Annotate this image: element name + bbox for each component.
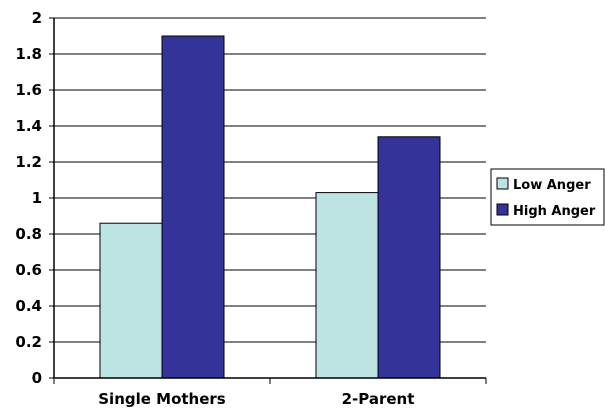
y-axis-ticks: 0 0.2 0.4 0.6 0.8 1 1.2 1.4 1.6 1.8 2 (15, 9, 54, 387)
y-tick-label: 0.8 (15, 225, 42, 243)
y-tick-label: 0.6 (15, 261, 42, 279)
bar-low-anger-1 (99, 222, 163, 379)
y-tick-label: 1.8 (15, 45, 42, 63)
y-tick-label: 0 (32, 369, 42, 387)
x-category-label: 2-Parent (342, 390, 415, 408)
legend-box (490, 168, 605, 226)
legend: Low Anger High Anger (490, 168, 605, 226)
y-tick-label: 1 (32, 189, 42, 207)
legend-swatch (496, 203, 509, 216)
y-tick-label: 1.2 (15, 153, 42, 171)
y-tick-label: 1.6 (15, 81, 42, 99)
legend-label: Low Anger (513, 178, 591, 193)
bar-high-anger-1 (161, 35, 225, 379)
y-tick-label: 1.4 (15, 117, 42, 135)
legend-swatch (496, 177, 509, 190)
bar-high-anger-2 (377, 136, 441, 379)
x-axis-labels: Single Mothers 2-Parent (98, 390, 414, 408)
y-tick-label: 0.4 (15, 297, 42, 315)
bar-low-anger-2 (315, 192, 379, 379)
y-tick-label: 2 (32, 9, 42, 27)
x-category-label: Single Mothers (98, 390, 226, 408)
bars (99, 35, 441, 379)
y-tick-label: 0.2 (15, 333, 42, 351)
legend-label: High Anger (513, 204, 596, 219)
